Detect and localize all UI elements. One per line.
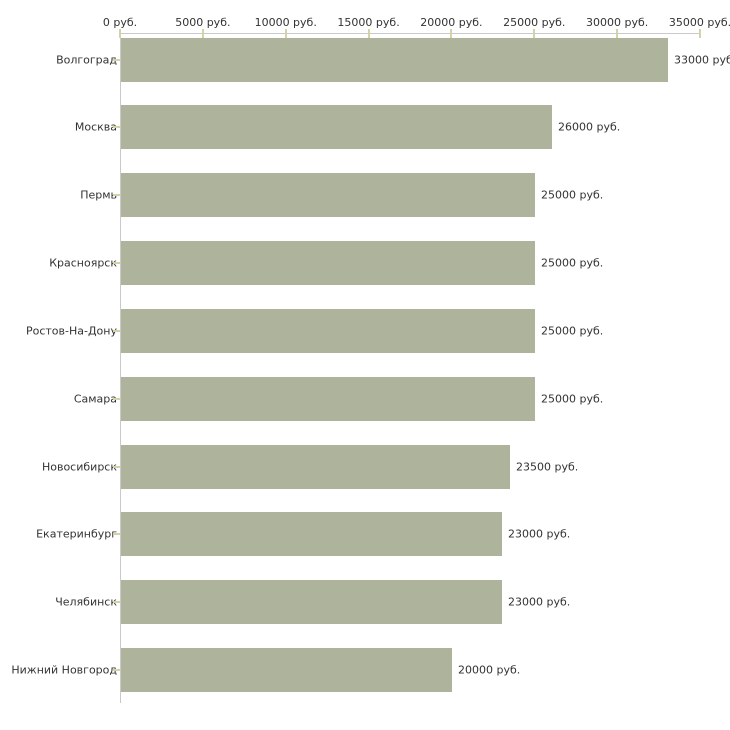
- y-axis-category-label: Нижний Новгород: [11, 663, 117, 677]
- y-axis-category-label: Москва: [74, 120, 117, 134]
- bar-value-label: 33000 руб.: [674, 53, 730, 66]
- bar-value-label: 23000 руб.: [508, 527, 571, 541]
- x-axis-tick-mark: [533, 29, 536, 38]
- bar-value-label: 26000 руб.: [558, 120, 621, 134]
- y-axis-tick-mark: [113, 465, 120, 468]
- x-axis-tick-label: 5000 руб.: [175, 16, 231, 29]
- y-axis-tick-mark: [113, 194, 120, 197]
- y-axis-tick-mark: [113, 262, 120, 265]
- bar: [121, 173, 535, 218]
- y-axis-category-label: Самара: [73, 392, 117, 406]
- y-axis-category-label: Челябинск: [55, 595, 117, 609]
- y-axis-category-label: Новосибирск: [41, 460, 117, 474]
- bar: [121, 512, 502, 557]
- x-axis-tick-label: 35000 руб.: [668, 16, 730, 29]
- x-axis-tick-mark: [284, 29, 287, 38]
- bar: [121, 648, 452, 693]
- x-axis-tick-mark: [201, 29, 204, 38]
- bar: [121, 580, 502, 625]
- x-axis-tick-label: 15000 руб.: [337, 16, 400, 29]
- y-axis-tick-mark: [113, 669, 120, 672]
- x-axis-line: [120, 33, 701, 34]
- y-axis-tick-mark: [113, 126, 120, 129]
- y-axis-category-label: Пермь: [80, 188, 117, 202]
- bar: [121, 241, 535, 286]
- x-axis-tick-label: 10000 руб.: [254, 16, 317, 29]
- bar: [121, 308, 535, 353]
- bar-value-label: 25000 руб.: [541, 392, 604, 406]
- y-axis-category-label: Волгоград: [56, 53, 117, 66]
- bar: [121, 444, 510, 489]
- bar: [121, 105, 552, 150]
- bar-value-label: 25000 руб.: [541, 188, 604, 202]
- x-axis-tick-label: 25000 руб.: [503, 16, 566, 29]
- x-axis-tick-label: 20000 руб.: [420, 16, 483, 29]
- bar-value-label: 20000 руб.: [458, 663, 521, 677]
- bar-value-label: 25000 руб.: [541, 256, 604, 270]
- y-axis-tick-mark: [113, 58, 120, 61]
- y-axis-line: [120, 33, 121, 703]
- x-axis-tick-mark: [367, 29, 370, 38]
- x-axis-tick-mark: [699, 29, 701, 38]
- x-axis-tick-mark: [450, 29, 453, 38]
- y-axis-category-label: Екатеринбург: [36, 527, 117, 541]
- y-axis-category-label: Ростов-На-Дону: [25, 324, 117, 338]
- x-axis-tick-label: 30000 руб.: [586, 16, 649, 29]
- x-axis-tick-mark: [616, 29, 619, 38]
- x-axis-tick-mark: [119, 29, 121, 38]
- x-axis-tick-label: 0 руб.: [102, 16, 138, 29]
- bar: [121, 37, 668, 82]
- y-axis-tick-mark: [113, 397, 120, 400]
- y-axis-tick-mark: [113, 601, 120, 604]
- y-axis-tick-mark: [113, 533, 120, 536]
- bar-value-label: 25000 руб.: [541, 324, 604, 338]
- y-axis-category-label: Красноярск: [49, 256, 117, 270]
- y-axis-tick-mark: [113, 329, 120, 332]
- bar: [121, 376, 535, 421]
- bar-value-label: 23500 руб.: [516, 460, 579, 474]
- bar-value-label: 23000 руб.: [508, 595, 571, 609]
